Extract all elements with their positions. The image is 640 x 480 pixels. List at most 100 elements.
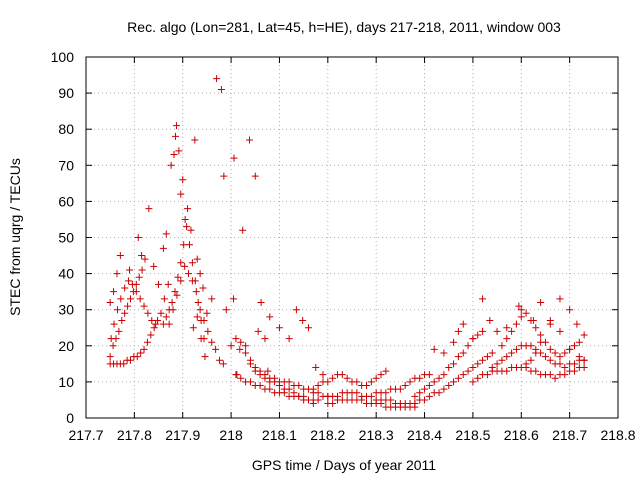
data-point — [561, 371, 569, 379]
data-point — [200, 317, 208, 325]
data-point — [474, 331, 482, 339]
data-point — [541, 353, 549, 361]
data-point — [191, 136, 199, 144]
data-point — [353, 389, 361, 397]
data-point — [570, 342, 578, 350]
data-point — [295, 382, 303, 390]
y-tick-label: 90 — [58, 85, 74, 101]
data-point — [309, 400, 317, 408]
data-point — [121, 309, 129, 317]
y-tick-label: 20 — [58, 338, 74, 354]
data-point — [532, 349, 540, 357]
data-point — [566, 345, 574, 353]
x-tick-label: 218.6 — [504, 427, 539, 443]
data-point — [479, 327, 487, 335]
data-point — [561, 349, 569, 357]
data-point — [401, 382, 409, 390]
data-point — [237, 374, 245, 382]
data-point — [508, 327, 516, 335]
data-point — [416, 374, 424, 382]
data-point — [546, 345, 554, 353]
data-point — [435, 389, 443, 397]
data-point — [469, 363, 477, 371]
data-point — [517, 306, 525, 314]
data-point — [256, 367, 264, 375]
data-point — [183, 223, 191, 231]
data-point — [138, 266, 146, 274]
data-point — [498, 356, 506, 364]
data-point — [160, 295, 168, 303]
data-point — [440, 349, 448, 357]
x-tick-label: 217.8 — [117, 427, 152, 443]
data-point — [566, 306, 574, 314]
data-point — [196, 306, 204, 314]
data-point — [132, 288, 140, 296]
data-point — [570, 360, 578, 368]
data-point — [314, 389, 322, 397]
data-point — [508, 349, 516, 357]
data-point — [483, 353, 491, 361]
data-point — [261, 335, 269, 343]
data-point — [173, 291, 181, 299]
data-point — [242, 342, 250, 350]
data-point — [522, 360, 530, 368]
y-tick-label: 10 — [58, 374, 74, 390]
data-point — [517, 313, 525, 321]
data-point — [172, 122, 180, 130]
data-point — [551, 374, 559, 382]
x-axis-tick-labels: 217.7 217.8 217.9 218 218.1 218.2 218.3 218.4 21… — [68, 427, 635, 443]
data-point — [194, 298, 202, 306]
data-point — [113, 270, 121, 278]
data-point — [304, 396, 312, 404]
data-point — [188, 277, 196, 285]
data-point — [416, 389, 424, 397]
data-point — [573, 320, 581, 328]
data-point — [212, 345, 220, 353]
data-point — [474, 374, 482, 382]
data-point — [201, 353, 209, 361]
data-point — [135, 273, 143, 281]
data-point — [155, 280, 163, 288]
data-point — [256, 382, 264, 390]
data-point — [285, 385, 293, 393]
y-tick-label: 80 — [58, 121, 74, 137]
data-point — [261, 371, 269, 379]
data-point — [377, 371, 385, 379]
data-point — [164, 280, 172, 288]
data-point — [474, 360, 482, 368]
data-point — [126, 295, 134, 303]
y-tick-label: 30 — [58, 302, 74, 318]
data-point — [109, 342, 117, 350]
data-point — [125, 277, 133, 285]
data-point — [464, 342, 472, 350]
data-point — [236, 345, 244, 353]
data-point — [215, 356, 223, 364]
data-point — [113, 306, 121, 314]
data-point — [220, 172, 228, 180]
data-point — [175, 147, 183, 155]
data-point — [246, 378, 254, 386]
data-point — [425, 371, 433, 379]
x-tick-label: 218.1 — [262, 427, 297, 443]
y-tick-label: 0 — [66, 410, 74, 426]
y-tick-label: 60 — [58, 193, 74, 209]
data-point — [363, 382, 371, 390]
data-point — [488, 363, 496, 371]
data-point — [580, 356, 588, 364]
data-point — [266, 313, 274, 321]
data-point — [425, 392, 433, 400]
data-point — [421, 396, 429, 404]
data-point — [512, 345, 520, 353]
data-point — [309, 385, 317, 393]
data-point — [120, 360, 128, 368]
data-point — [353, 378, 361, 386]
data-point — [203, 309, 211, 317]
data-point — [396, 385, 404, 393]
data-point — [479, 295, 487, 303]
data-point — [469, 335, 477, 343]
data-point — [459, 371, 467, 379]
data-point — [537, 338, 545, 346]
data-point — [546, 356, 554, 364]
data-point — [421, 385, 429, 393]
data-point — [140, 345, 148, 353]
